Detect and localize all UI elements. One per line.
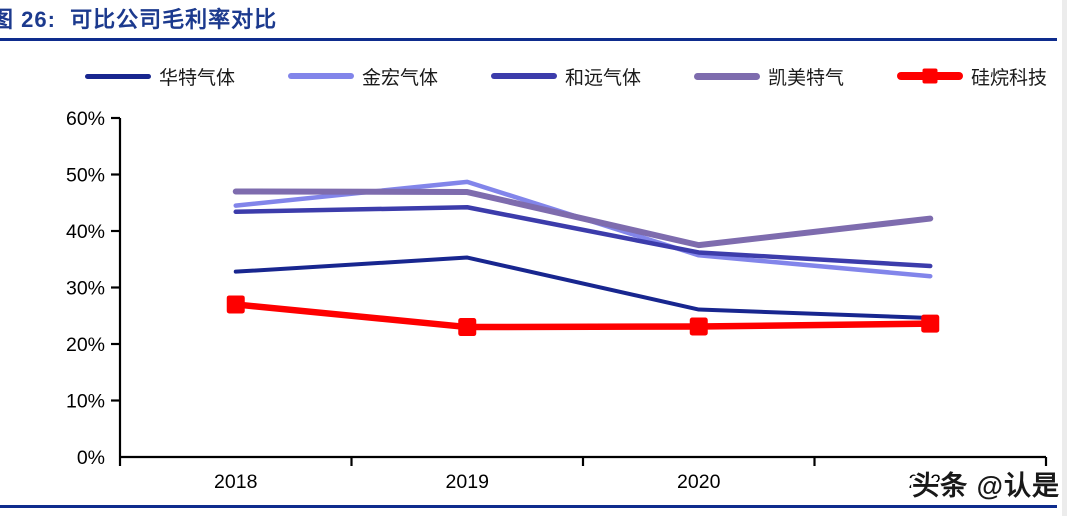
y-tick-label: 30% [66, 278, 105, 300]
series-line-2 [233, 205, 933, 269]
x-tick-label: 2019 [446, 471, 489, 493]
legend-item-1: 金宏气体 [287, 63, 438, 90]
legend-item-0: 华特气体 [85, 63, 235, 90]
legend-label-3: 凯美特气 [767, 67, 844, 89]
title-rule [0, 38, 1057, 41]
legend-line-icon [693, 72, 760, 80]
series-line-0 [233, 255, 933, 321]
legend-swatch-3 [693, 67, 760, 85]
legend-item-3: 凯美特气 [693, 63, 844, 90]
series-marker-4-1 [458, 318, 477, 337]
figure-title: 图 26: 可比公司毛利率对比 [0, 7, 278, 32]
legend-line-icon [287, 73, 354, 79]
legend-item-4: 硅烷科技 [896, 63, 1047, 90]
legend-label-1: 金宏气体 [361, 67, 438, 89]
legend-swatch-0 [85, 67, 151, 85]
y-tick-label: 60% [66, 108, 105, 130]
legend-swatch-1 [287, 67, 354, 85]
chart-legend: 华特气体 金宏气体 和远气体 凯美特气 硅烷科技 [85, 62, 1047, 90]
y-tick-label: 50% [66, 165, 105, 187]
series-line-3 [232, 188, 934, 249]
legend-swatch-4 [896, 67, 963, 85]
legend-item-2: 和远气体 [490, 63, 641, 90]
legend-line-icon [490, 73, 557, 79]
y-tick-label: 20% [66, 334, 105, 356]
series-marker-4-0 [226, 295, 245, 314]
y-tick-label: 40% [66, 221, 105, 243]
legend-label-0: 华特气体 [159, 67, 236, 89]
legend-label-4: 硅烷科技 [970, 67, 1047, 89]
bottom-rule [0, 505, 1057, 508]
y-tick-label: 0% [77, 447, 105, 469]
x-tick-label: 2021 [909, 471, 952, 493]
right-edge-strip [1062, 0, 1067, 516]
legend-swatch-2 [490, 67, 557, 85]
x-tick-label: 2018 [214, 471, 257, 493]
legend-square-marker-icon [922, 68, 938, 84]
x-tick-label: 2020 [677, 471, 721, 493]
series-marker-4-3 [921, 314, 940, 333]
series-line-4 [232, 301, 934, 331]
y-tick-label: 10% [66, 391, 105, 413]
watermark: 头条 @认是 [912, 471, 1060, 501]
legend-label-2: 和远气体 [564, 67, 641, 89]
series-marker-4-2 [689, 317, 708, 336]
legend-line-icon [85, 73, 151, 79]
